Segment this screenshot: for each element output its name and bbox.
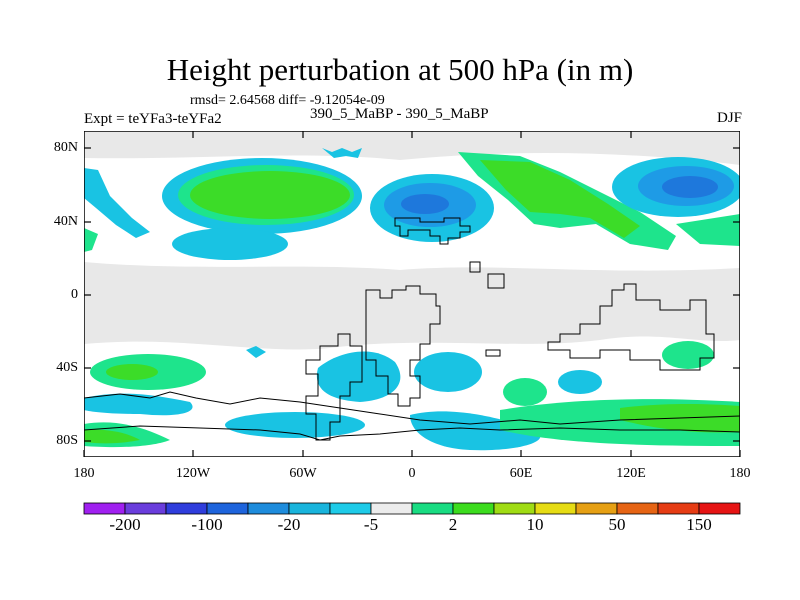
contour-cyan <box>558 370 602 394</box>
contour-cyan <box>225 412 365 438</box>
lon-tick-label: 120W <box>175 466 211 481</box>
contour-green-strong <box>480 160 640 238</box>
plot-title: Height perturbation at 500 hPa (in m) <box>166 52 634 87</box>
coastline-south-america <box>305 333 363 441</box>
colorbar-box <box>370 502 413 515</box>
contour-green <box>662 341 714 369</box>
coastline-africa <box>365 285 441 407</box>
contour-cyan <box>172 228 288 260</box>
contour-cyan <box>414 352 482 392</box>
coastline-asia <box>547 283 715 371</box>
colorbar-box <box>657 502 700 515</box>
colorbar-label: 10 <box>526 515 544 534</box>
lon-tick-label: 0 <box>408 466 416 481</box>
colorbar-label: -5 <box>363 515 379 534</box>
colorbar-label: -20 <box>277 515 301 534</box>
contour-cyan <box>246 346 266 358</box>
lat-tick-label: 80N <box>53 140 78 155</box>
case-label: 390_5_MaBP - 390_5_MaBP <box>310 106 489 122</box>
contour-green <box>503 378 547 406</box>
coastline-island <box>485 349 501 357</box>
contour-blue-dark <box>401 194 449 214</box>
lon-tick-label: 120E <box>616 466 646 481</box>
coastline-antarctica <box>84 425 740 441</box>
lon-tick-label: 60W <box>289 466 317 481</box>
contour-green-strong <box>84 429 140 444</box>
north-features <box>84 148 740 260</box>
coastline-antarctic-margin <box>84 391 740 425</box>
colorbar-box <box>452 502 495 515</box>
colorbar-box <box>247 502 290 515</box>
contour-green <box>676 214 740 246</box>
colorbar-box <box>616 502 659 515</box>
colorbar-box <box>411 502 454 515</box>
colorbar-box <box>698 502 741 515</box>
contour-green-strong <box>106 364 158 380</box>
experiment-label: Expt = teYFa3-teYFa2 <box>84 111 222 127</box>
contour-cyan <box>84 393 193 416</box>
lat-tick-label: 80S <box>56 433 78 448</box>
colorbar-box <box>493 502 536 515</box>
colorbar-label: 2 <box>448 515 458 534</box>
lon-tick-label: 60E <box>509 466 533 481</box>
lat-tick-label: 0 <box>71 287 78 302</box>
colorbar-box <box>83 502 126 515</box>
colorbar-box <box>534 502 577 515</box>
colorbar-label: -200 <box>109 515 141 534</box>
lon-tick-label: 180 <box>73 466 95 481</box>
coastlines <box>84 217 740 441</box>
coastline-island <box>469 261 481 273</box>
colorbar-box <box>124 502 167 515</box>
contour-green <box>84 228 98 252</box>
map-panel <box>84 131 740 457</box>
colorbar-label: 150 <box>686 515 712 534</box>
lon-tick-label: 180 <box>729 466 751 481</box>
lat-tick-label: 40N <box>53 214 78 229</box>
coastline-island <box>487 273 505 289</box>
coastline-europe <box>394 217 471 245</box>
contour-cyan <box>410 411 541 451</box>
colorbar <box>83 502 741 515</box>
contour-green-strong <box>190 171 350 219</box>
colorbar-box <box>165 502 208 515</box>
season-label: DJF <box>716 110 742 126</box>
colorbar-box <box>575 502 618 515</box>
colorbar-box <box>206 502 249 515</box>
colorbar-label: 50 <box>608 515 626 534</box>
axis-ticks <box>83 131 741 457</box>
contour-cyan <box>84 168 150 238</box>
lat-tick-label: 40S <box>56 360 78 375</box>
contour-cyan <box>322 148 362 158</box>
contour-blue-dark <box>662 176 718 198</box>
stats-label: rmsd= 2.64568 diff= -9.12054e-09 <box>190 93 385 108</box>
colorbar-box <box>288 502 331 515</box>
contour-cyan <box>316 351 401 402</box>
colorbar-box <box>329 502 372 515</box>
colorbar-label: -100 <box>191 515 223 534</box>
